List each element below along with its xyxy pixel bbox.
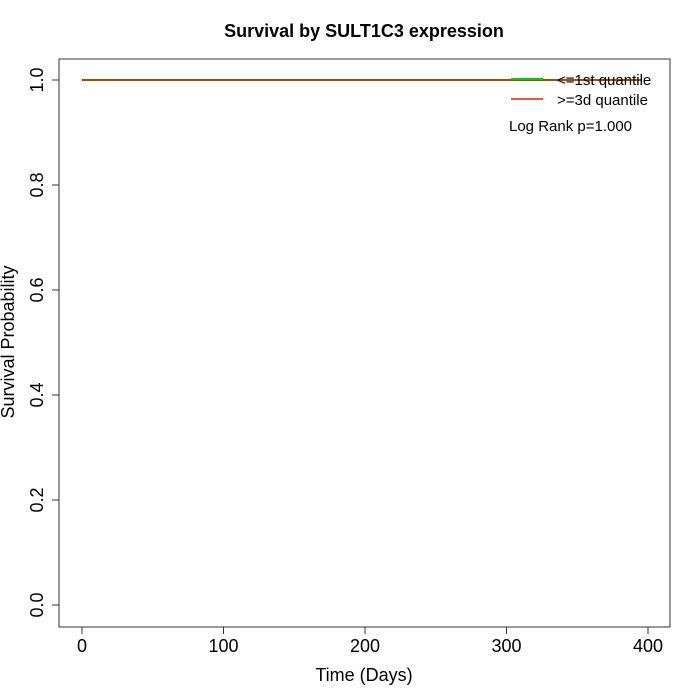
- x-axis: 0 100 200 300 400: [77, 626, 663, 656]
- x-tick-label: 0: [77, 636, 87, 656]
- legend-label-low-quantile: <=1st quantile: [557, 72, 651, 89]
- y-axis-label: Survival Probability: [0, 265, 18, 418]
- x-tick-label: 200: [350, 636, 380, 656]
- legend: <=1st quantile >=3d quantile: [511, 72, 651, 109]
- y-tick-label: 0.8: [27, 172, 47, 197]
- y-tick-label: 0.4: [27, 382, 47, 407]
- y-tick-label: 0.2: [27, 487, 47, 512]
- legend-label-high-quantile: >=3d quantile: [557, 92, 648, 109]
- x-tick-label: 300: [491, 636, 521, 656]
- y-tick-label: 0.0: [27, 592, 47, 617]
- x-tick-label: 100: [208, 636, 238, 656]
- y-tick-label: 0.6: [27, 277, 47, 302]
- y-tick-label: 1.0: [27, 67, 47, 92]
- x-axis-label: Time (Days): [315, 665, 412, 685]
- log-rank-annotation: Log Rank p=1.000: [509, 118, 632, 135]
- chart-title: Survival by SULT1C3 expression: [224, 21, 504, 41]
- plot-frame: [58, 58, 671, 628]
- x-tick-label: 400: [633, 636, 663, 656]
- y-axis: 0.0 0.2 0.4 0.6 0.8 1.0: [27, 67, 60, 618]
